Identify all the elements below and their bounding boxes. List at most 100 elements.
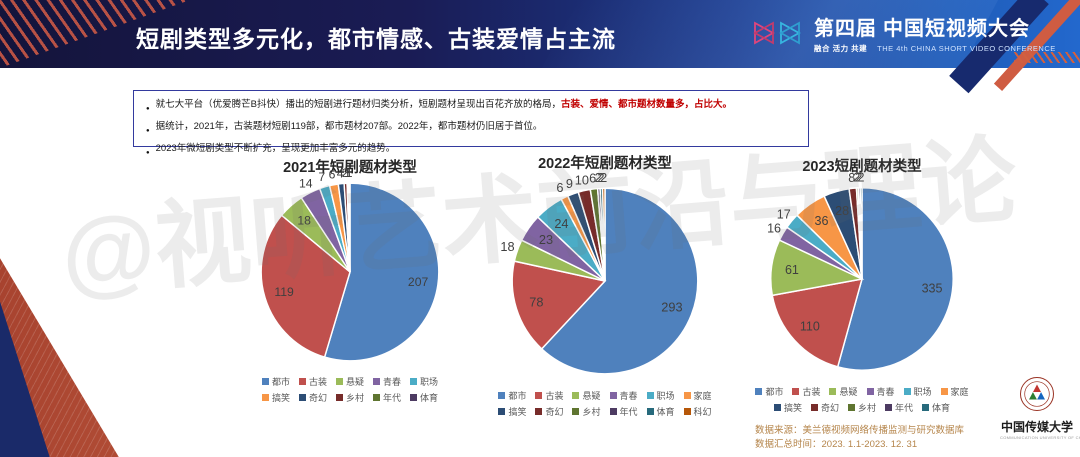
legend-label: 古装: [802, 387, 821, 397]
pie-value-label: 18: [297, 214, 311, 228]
bullet-dot-icon: ●: [146, 150, 150, 156]
pie-value-label: 28: [835, 204, 849, 218]
legend-swatch-icon: [885, 404, 892, 411]
pie-value-label: 17: [777, 207, 791, 221]
legend-item-家庭: 家庭: [940, 385, 969, 398]
legend-swatch-icon: [572, 392, 580, 399]
legend-item-奇幻: 奇幻: [535, 405, 563, 418]
legend-label: 乡村: [345, 393, 364, 403]
pie-value-label: 2: [342, 166, 349, 180]
key-points-box: ● 就七大平台（优爱腾芒B抖快）播出的短剧进行题材归类分析，短剧题材呈现出百花齐…: [133, 90, 809, 156]
legend-label: 悬疑: [839, 387, 858, 397]
legend-item-悬疑: 悬疑: [829, 385, 858, 398]
legend-label: 奇幻: [820, 403, 839, 413]
pie-value-label: 18: [500, 239, 514, 254]
legend-row: 都市 古装 悬疑 青春 职场 家庭: [755, 385, 969, 398]
chart-legend: 都市 古装 悬疑 青春 职场 家庭 搞笑 奇幻 乡村 年代 体育 科幻: [485, 389, 725, 418]
slide-header: 短剧类型多元化，都市情感、古装爱情占主流 第四届 中国短视频大会 融合 活力 共建…: [0, 0, 1080, 94]
pie-value-label: 6: [329, 168, 336, 182]
legend-swatch-icon: [866, 388, 874, 395]
pie-slice-体育: [859, 187, 863, 280]
pie-value-label: 2: [595, 170, 602, 185]
bullet-dot-icon: ●: [146, 106, 150, 112]
legend-swatch-icon: [535, 408, 543, 415]
chart-title: 2023短剧题材类型: [802, 159, 922, 175]
legend-label: 职场: [656, 391, 675, 401]
legend-label: 年代: [383, 393, 402, 403]
legend-row: 搞笑 奇幻 乡村 年代 体育: [261, 391, 438, 404]
pie-value-label: 6: [589, 171, 596, 186]
legend-label: 青春: [619, 391, 638, 401]
pie-value-label: 10: [575, 172, 589, 187]
legend-swatch-icon: [498, 392, 506, 399]
legend-label: 家庭: [693, 391, 712, 401]
pie-value-label: 14: [299, 177, 313, 191]
legend-item-搞笑: 搞笑: [498, 405, 526, 418]
legend-item-家庭: 家庭: [683, 389, 712, 402]
legend-label: 体育: [932, 403, 951, 413]
pie-value-label: 293: [661, 299, 682, 314]
data-source-line2: 数据汇总时间：2023. 1.1-2023. 12. 31: [755, 439, 918, 450]
legend-label: 家庭: [950, 387, 969, 397]
pie-value-label: 6: [556, 180, 563, 195]
legend-item-乡村: 乡村: [847, 401, 876, 414]
legend-label: 职场: [913, 387, 932, 397]
legend-label: 搞笑: [271, 393, 290, 403]
legend-swatch-icon: [373, 378, 380, 385]
legend-label: 古装: [308, 377, 327, 387]
legend-row: 都市 古装 悬疑 青春 职场 家庭: [498, 389, 712, 402]
legend-swatch-icon: [773, 404, 781, 411]
bullet-item: ● 据统计，2021年，古装题材短剧119部，都市题材207部。2022年，都市…: [144, 118, 798, 140]
legend-swatch-icon: [810, 404, 818, 411]
conference-name: 第四届 中国短视频大会: [814, 12, 1056, 41]
legend-item-乡村: 乡村: [572, 405, 601, 418]
pie-slice-古装: [511, 260, 607, 350]
legend-label: 青春: [876, 387, 895, 397]
pie-value-label: 207: [408, 275, 429, 289]
bullet-text: 就七大平台（优爱腾芒B抖快）播出的短剧进行题材归类分析，短剧题材呈现出百花齐放的…: [155, 99, 732, 110]
legend-swatch-icon: [535, 392, 543, 399]
legend-label: 职场: [420, 377, 439, 387]
legend-item-年代: 年代: [885, 401, 913, 414]
legend-swatch-icon: [792, 388, 800, 395]
legend-item-青春: 青春: [866, 385, 895, 398]
header-hatch-decoration: [1014, 52, 1080, 63]
pie-chart-2023: 2023短剧题材类型 335 110 61 16 17 36 28 8 2 2 2 都市 古装 悬疑 青春…: [742, 155, 982, 414]
legend-row: 搞笑 奇幻 乡村 年代 体育: [773, 401, 950, 414]
legend-item-古装: 古装: [792, 385, 820, 398]
pie-slice-体育: [347, 182, 351, 273]
legend-item-都市: 都市: [498, 389, 526, 402]
legend-item-都市: 都市: [755, 385, 783, 398]
pie-value-label: 16: [767, 221, 781, 235]
legend-item-年代: 年代: [609, 405, 638, 418]
legend-item-职场: 职场: [903, 385, 932, 398]
legend-item-体育: 体育: [922, 401, 950, 414]
legend-label: 都市: [508, 391, 527, 401]
pie-slice-古装: [260, 214, 351, 358]
conference-title: 中国短视频大会: [883, 18, 1030, 40]
pie-value-label: 1: [344, 166, 351, 180]
legend-item-奇幻: 奇幻: [810, 401, 839, 414]
legend-item-悬疑: 悬疑: [572, 389, 601, 402]
legend-swatch-icon: [373, 394, 380, 401]
legend-item-职场: 职场: [410, 375, 438, 388]
legend-swatch-icon: [572, 408, 580, 415]
legend-label: 乡村: [857, 403, 876, 413]
conference-title-block: 第四届 中国短视频大会 融合 活力 共建 THE 4th CHINA SHORT V…: [814, 12, 1056, 54]
pie-value-label: 7: [318, 170, 325, 184]
bullet-text: 据统计，2021年，古装题材短剧119部，都市题材207部。2022年，都市题材…: [155, 121, 543, 132]
bullet-dot-icon: ●: [146, 128, 150, 134]
legend-label: 体育: [656, 407, 675, 417]
legend-swatch-icon: [261, 394, 269, 401]
legend-label: 搞笑: [508, 407, 527, 417]
legend-item-搞笑: 搞笑: [773, 401, 802, 414]
pie-value-label: 36: [814, 214, 828, 228]
legend-swatch-icon: [940, 388, 948, 395]
legend-swatch-icon: [298, 378, 306, 385]
legend-swatch-icon: [903, 388, 911, 395]
legend-label: 年代: [619, 407, 638, 417]
legend-swatch-icon: [683, 408, 691, 415]
pie-value-label: 119: [274, 285, 294, 299]
legend-row: 都市 古装 悬疑 青春 职场: [261, 375, 438, 388]
pie-value-label: 2: [855, 171, 862, 185]
